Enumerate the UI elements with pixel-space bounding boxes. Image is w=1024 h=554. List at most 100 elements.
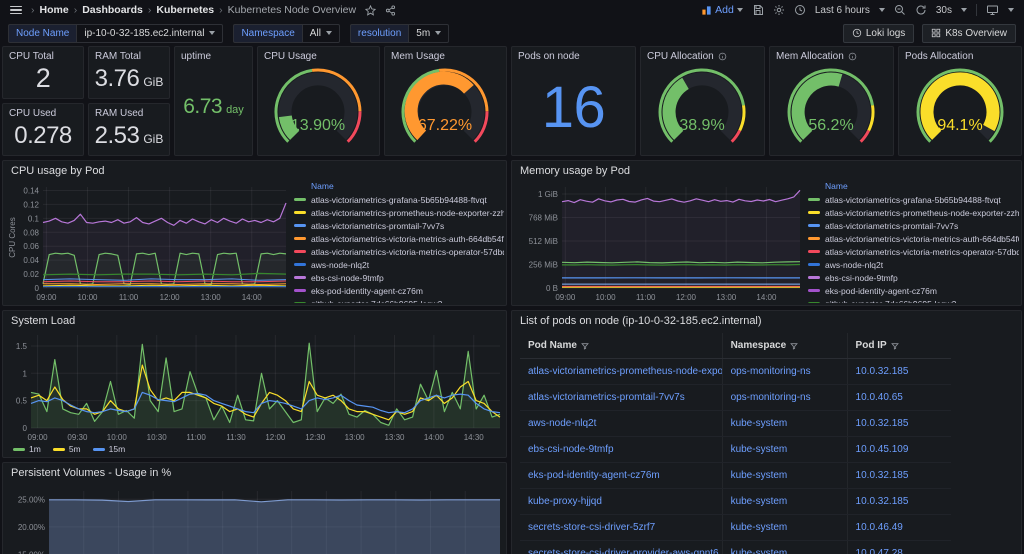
panel-title[interactable]: Persistent Volumes - Usage in %	[11, 467, 172, 479]
pod-name-cell[interactable]: secrets-store-csi-driver-5zrf7	[520, 515, 723, 540]
info-icon[interactable]	[848, 52, 857, 61]
panel-title[interactable]: CPU Total	[9, 51, 54, 62]
series-name[interactable]: atlas-victoriametrics-prometheus-node-ex…	[311, 207, 504, 218]
pod-name-cell[interactable]: kube-proxy-hjjqd	[520, 489, 723, 514]
persistent-volumes-chart[interactable]: 25.00%20.00%15.00%10.00%	[7, 485, 504, 554]
series-name[interactable]: aws-node-nlq2t	[311, 259, 370, 270]
series-name[interactable]: eks-pod-identity-agent-cz76m	[825, 285, 937, 296]
legend-item[interactable]: atlas-victoriametrics-victoria-metrics-o…	[808, 245, 1019, 258]
panel-title[interactable]: CPU usage by Pod	[11, 165, 105, 177]
time-range-caret-icon[interactable]	[878, 8, 885, 12]
node-name-select[interactable]: ip-10-0-32-185.ec2.internal	[76, 23, 224, 43]
breadcrumb-item[interactable]: Home	[39, 4, 69, 16]
namespace-cell[interactable]: kube-system	[723, 437, 848, 462]
pod-name-cell[interactable]: secrets-store-csi-driver-provider-aws-qp…	[520, 541, 723, 554]
kiosk-monitor-icon[interactable]	[986, 4, 999, 16]
namespace-cell[interactable]: kube-system	[723, 411, 848, 436]
column-header-pod-ip[interactable]: Pod IP	[848, 333, 951, 358]
legend-header[interactable]: Name	[311, 181, 334, 191]
pod-ip-cell[interactable]: 10.0.46.49	[855, 522, 903, 533]
series-name[interactable]: atlas-victoriametrics-grafana-5b65b94488…	[311, 194, 487, 205]
series-name[interactable]: 1m	[29, 444, 41, 454]
series-name[interactable]: atlas-victoriametrics-victoria-metrics-a…	[311, 233, 504, 244]
info-icon[interactable]	[718, 52, 727, 61]
legend-item[interactable]: 1m	[13, 444, 41, 454]
resolution-select[interactable]: 5m	[408, 23, 450, 43]
legend-item[interactable]: atlas-victoriametrics-prometheus-node-ex…	[808, 206, 1019, 219]
series-name[interactable]: github-exporter-7dc66b9695-lcqw2	[311, 299, 442, 304]
breadcrumb-item[interactable]: Dashboards	[82, 4, 143, 16]
panel-title[interactable]: System Load	[11, 315, 76, 327]
system-load-chart[interactable]: 0 0.5 1 1.5 09:00 09:30 10:00 10:30 11:00 11:30 12…	[7, 329, 504, 443]
panel-title[interactable]: Pods Allocation	[905, 51, 974, 62]
pod-name-cell[interactable]: eks-pod-identity-agent-cz76m	[520, 463, 723, 488]
namespace-cell[interactable]: kube-system	[723, 489, 848, 514]
panel-title[interactable]: CPU Usage	[264, 51, 317, 62]
legend-item[interactable]: ebs-csi-node-9tmfp	[294, 271, 504, 284]
column-header-pod-name[interactable]: Pod Name	[520, 333, 723, 358]
legend-item[interactable]: atlas-victoriametrics-grafana-5b65b94488…	[808, 193, 1019, 206]
panel-title[interactable]: Mem Allocation	[776, 51, 844, 62]
star-icon[interactable]	[365, 4, 377, 16]
kiosk-caret-icon[interactable]	[1008, 8, 1014, 12]
series-name[interactable]: atlas-victoriametrics-promtail-7vv7s	[825, 220, 959, 231]
overview-link-button[interactable]: K8s Overview	[922, 23, 1016, 43]
series-name[interactable]: atlas-victoriametrics-prometheus-node-ex…	[825, 207, 1019, 218]
breadcrumb-item[interactable]: Kubernetes Node Overview	[227, 4, 357, 16]
time-range-label[interactable]: Last 6 hours	[814, 4, 870, 16]
filter-icon[interactable]	[790, 342, 799, 350]
legend-item[interactable]: github-exporter-7dc66b9695-lcqw2	[294, 297, 504, 303]
legend-item[interactable]: eks-pod-identity-agent-cz76m	[808, 284, 1019, 297]
namespace-cell[interactable]: kube-system	[723, 515, 848, 540]
panel-title[interactable]: Pods on node	[518, 51, 580, 62]
pod-name-cell[interactable]: aws-node-nlq2t	[520, 411, 723, 436]
memory-usage-by-pod-chart[interactable]: 0 B 256 MiB 512 MiB 768 MiB 1 GiB 09:00 10:00 1…	[516, 181, 804, 303]
namespace-cell[interactable]: kube-system	[723, 463, 848, 488]
legend-item[interactable]: atlas-victoriametrics-victoria-metrics-a…	[294, 232, 504, 245]
legend-item[interactable]: atlas-victoriametrics-promtail-7vv7s	[294, 219, 504, 232]
panel-title[interactable]: Mem Usage	[391, 51, 445, 62]
cpu-usage-by-pod-chart[interactable]: 0 0.02 0.04 0.06 0.08 0.1 0.12 0.14 09:00 10:00 11…	[7, 181, 290, 303]
panel-title[interactable]: Memory usage by Pod	[520, 165, 631, 177]
zoom-out-icon[interactable]	[894, 4, 906, 16]
pod-ip-cell[interactable]: 10.0.32.185	[855, 366, 909, 377]
series-name[interactable]: 5m	[68, 444, 81, 454]
legend-item[interactable]: 15m	[92, 444, 126, 454]
legend-item[interactable]: eks-pod-identity-agent-cz76m	[294, 284, 504, 297]
panel-title[interactable]: uptime	[181, 51, 212, 62]
series-name[interactable]: eks-pod-identity-agent-cz76m	[311, 285, 423, 296]
series-name[interactable]: atlas-victoriametrics-promtail-7vv7s	[311, 220, 445, 231]
add-button[interactable]: Add	[701, 4, 743, 16]
panel-title[interactable]: RAM Used	[95, 108, 144, 119]
series-name[interactable]: 15m	[108, 444, 126, 454]
pod-name-cell[interactable]: atlas-victoriametrics-promtail-7vv7s	[520, 385, 723, 410]
panel-title[interactable]: RAM Total	[95, 51, 141, 62]
pod-name-cell[interactable]: ebs-csi-node-9tmfp	[520, 437, 723, 462]
series-name[interactable]: atlas-victoriametrics-victoria-metrics-a…	[825, 233, 1019, 244]
legend-item[interactable]: aws-node-nlq2t	[294, 258, 504, 271]
time-range-clock-icon[interactable]	[794, 4, 806, 16]
breadcrumb-item[interactable]: Kubernetes	[156, 4, 215, 16]
legend-item[interactable]: atlas-victoriametrics-victoria-metrics-o…	[294, 245, 504, 258]
panel-title[interactable]: List of pods on node (ip-10-0-32-185.ec2…	[520, 315, 762, 327]
legend-item[interactable]: aws-node-nlq2t	[808, 258, 1019, 271]
refresh-icon[interactable]	[915, 4, 927, 16]
refresh-interval-caret-icon[interactable]	[961, 8, 967, 12]
settings-gear-icon[interactable]	[773, 4, 785, 16]
namespace-select[interactable]: All	[301, 23, 340, 43]
series-name[interactable]: atlas-victoriametrics-victoria-metrics-o…	[825, 246, 1019, 257]
filter-icon[interactable]	[581, 342, 589, 350]
pod-ip-cell[interactable]: 10.0.47.28	[855, 548, 903, 554]
pod-ip-cell[interactable]: 10.0.40.65	[855, 392, 903, 403]
save-icon[interactable]	[752, 4, 764, 16]
legend-item[interactable]: ebs-csi-node-9tmfp	[808, 271, 1019, 284]
legend-item[interactable]: 5m	[52, 444, 81, 454]
legend-item[interactable]: atlas-victoriametrics-victoria-metrics-a…	[808, 232, 1019, 245]
pod-ip-cell[interactable]: 10.0.32.185	[855, 470, 909, 481]
pod-name-cell[interactable]: atlas-victoriametrics-prometheus-node-ex…	[520, 359, 723, 384]
pod-ip-cell[interactable]: 10.0.32.185	[855, 418, 909, 429]
legend-item[interactable]: github-exporter-7dc66b9695-lcqw2	[808, 297, 1019, 303]
legend-item[interactable]: atlas-victoriametrics-prometheus-node-ex…	[294, 206, 504, 219]
series-name[interactable]: github-exporter-7dc66b9695-lcqw2	[825, 299, 956, 304]
pod-ip-cell[interactable]: 10.0.45.109	[855, 444, 909, 455]
